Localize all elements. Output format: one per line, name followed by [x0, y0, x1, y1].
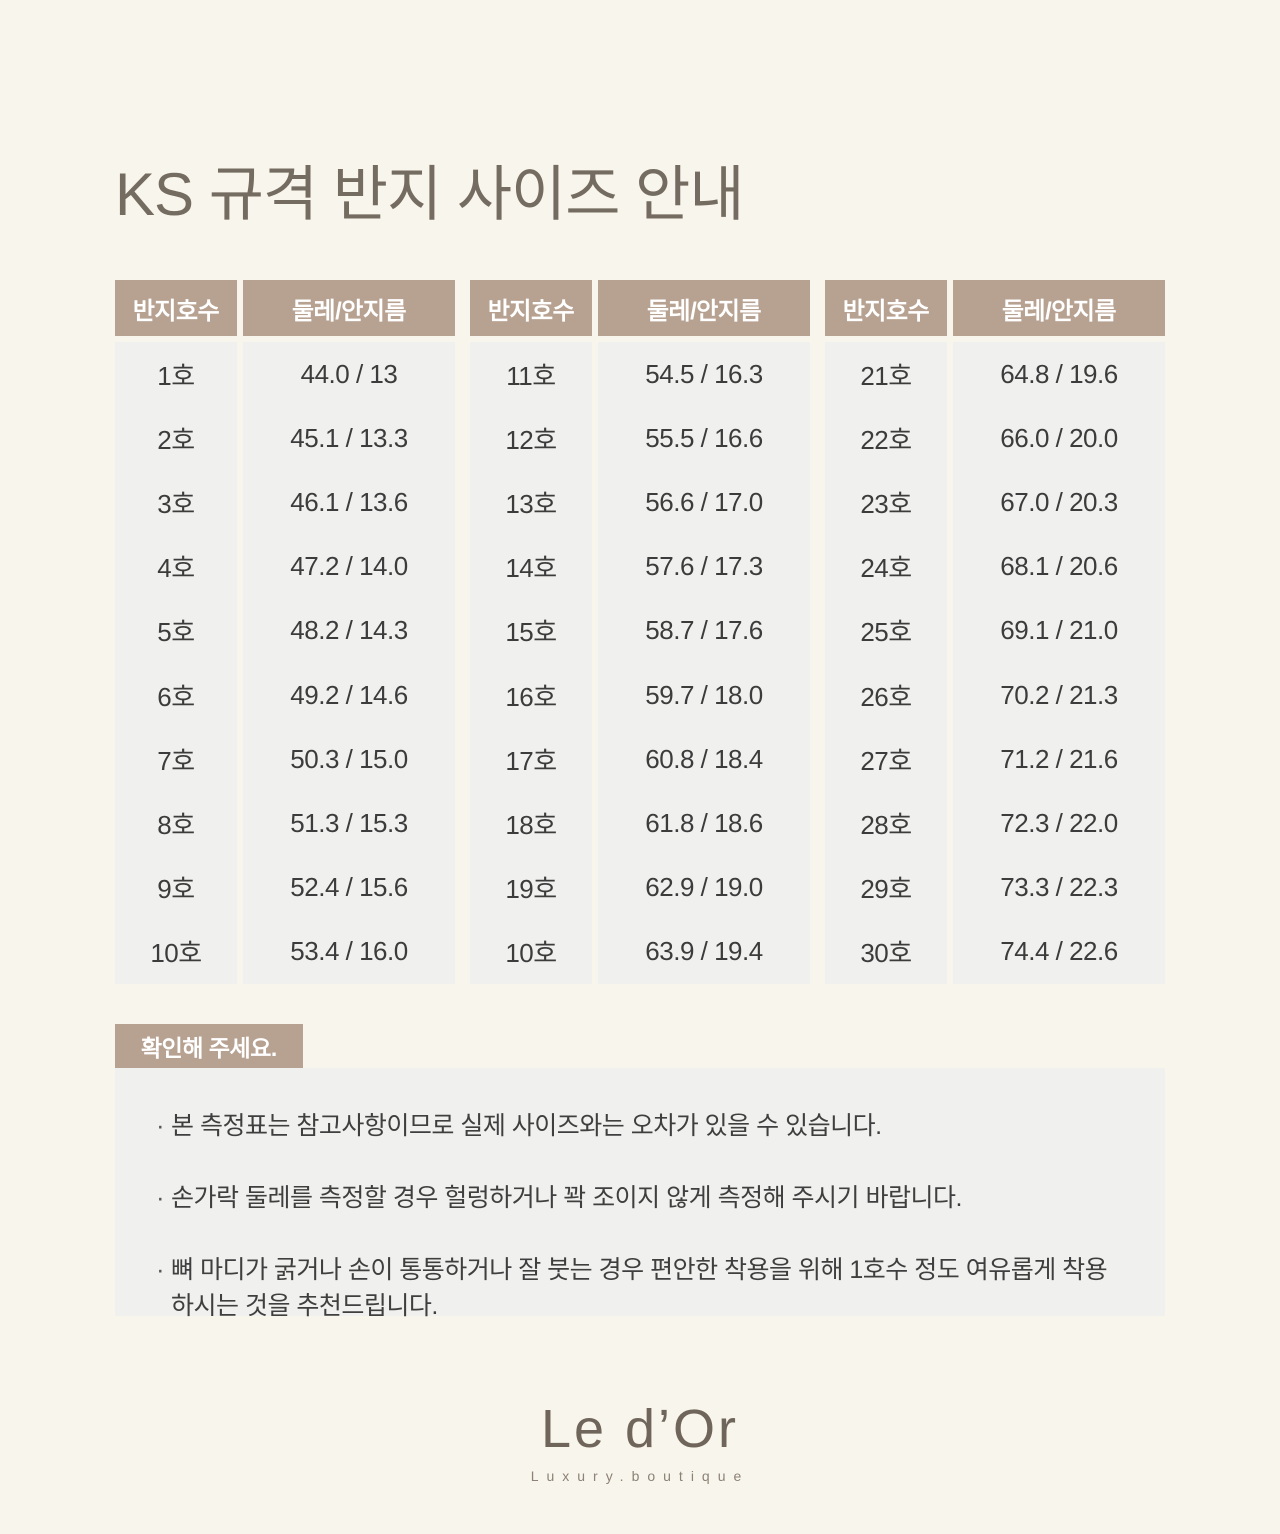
circumference-body: 64.8 / 19.6 66.0 / 20.0 67.0 / 20.3 68.1 / …	[953, 342, 1165, 984]
size-cell: 27호	[860, 745, 912, 776]
value-cell: 49.2 / 14.6	[290, 679, 408, 710]
value-cell: 56.6 / 17.0	[645, 487, 763, 517]
size-cell: 1호	[157, 360, 195, 391]
value-cell: 50.3 / 15.0	[290, 743, 408, 774]
ring-size-body: 21호 22호 23호 24호 25호 26호 27호 28호 29호 30호	[825, 342, 947, 984]
header-circumference: 둘레/안지름	[598, 280, 810, 336]
ring-size-column: 반지호수 11호 12호 13호 14호 15호 16호 17호 18호 19호 10호	[470, 280, 592, 984]
size-cell: 17호	[505, 745, 557, 776]
circumference-body: 44.0 / 13 45.1 / 13.3 46.1 / 13.6 47.2 / 14…	[243, 342, 455, 984]
value-cell: 62.9 / 19.0	[645, 872, 763, 903]
value-cell: 55.5 / 16.6	[645, 422, 763, 453]
header-circumference: 둘레/안지름	[953, 280, 1165, 336]
value-cell: 46.1 / 13.6	[290, 487, 408, 517]
ring-size-body: 11호 12호 13호 14호 15호 16호 17호 18호 19호 10호	[470, 342, 592, 984]
size-cell: 7호	[157, 745, 195, 776]
value-cell: 69.1 / 21.0	[1000, 615, 1118, 646]
brand-tagline: Luxury.boutique	[530, 1468, 750, 1484]
notice-box: · 본 측정표는 참고사항이므로 실제 사이즈와는 오차가 있을 수 있습니다.…	[115, 1068, 1165, 1320]
circumference-column: 둘레/안지름 64.8 / 19.6 66.0 / 20.0 67.0 / 20.3…	[953, 280, 1165, 984]
size-cell: 12호	[505, 424, 557, 455]
size-cell: 2호	[157, 424, 195, 455]
value-cell: 52.4 / 15.6	[290, 872, 408, 903]
header-ring-size: 반지호수	[470, 280, 592, 336]
size-cell: 4호	[157, 553, 195, 584]
notice-text: 본 측정표는 참고사항이므로 실제 사이즈와는 오차가 있을 수 있습니다.	[171, 1112, 882, 1140]
value-cell: 64.8 / 19.6	[1000, 358, 1118, 389]
circumference-body: 54.5 / 16.3 55.5 / 16.6 56.6 / 17.0 57.6 / …	[598, 342, 810, 984]
ring-size-column: 반지호수 1호 2호 3호 4호 5호 6호 7호 8호 9호 10호	[115, 280, 237, 984]
notice-label: 확인해 주세요.	[115, 1024, 303, 1068]
size-cell: 11호	[506, 360, 556, 391]
size-table-3: 반지호수 21호 22호 23호 24호 25호 26호 27호 28호 29호 30호 둘레/안…	[825, 280, 1165, 984]
size-cell: 21호	[860, 360, 912, 391]
size-cell: 26호	[860, 681, 912, 712]
size-cell: 23호	[860, 489, 912, 519]
value-cell: 47.2 / 14.0	[290, 551, 408, 582]
size-tables: 반지호수 1호 2호 3호 4호 5호 6호 7호 8호 9호 10호 둘레/안지름 44.0 /…	[115, 280, 1165, 984]
brand-logo: Le d’Or	[540, 1399, 740, 1459]
size-cell: 9호	[157, 874, 195, 905]
size-cell: 6호	[157, 681, 195, 712]
notice-item: · 손가락 둘레를 측정할 경우 헐렁하거나 꽉 조이지 않게 측정해 주시기 …	[149, 1180, 1125, 1216]
value-cell: 63.9 / 19.4	[645, 936, 763, 967]
notice-item: · 뼈 마디가 굵거나 손이 통통하거나 잘 붓는 경우 편안한 착용을 위해 …	[149, 1252, 1125, 1324]
size-cell: 13호	[505, 489, 557, 519]
size-table-2: 반지호수 11호 12호 13호 14호 15호 16호 17호 18호 19호 10호 둘레/안…	[470, 280, 810, 984]
size-table-1: 반지호수 1호 2호 3호 4호 5호 6호 7호 8호 9호 10호 둘레/안지름 44.0 /…	[115, 280, 455, 984]
size-cell: 10호	[150, 938, 202, 969]
bullet-icon: ·	[156, 1112, 164, 1140]
value-cell: 57.6 / 17.3	[645, 551, 763, 582]
value-cell: 58.7 / 17.6	[645, 615, 763, 646]
value-cell: 59.7 / 18.0	[645, 679, 763, 710]
value-cell: 45.1 / 13.3	[290, 422, 408, 453]
page-title: KS 규격 반지 사이즈 안내	[115, 161, 745, 228]
circumference-column: 둘레/안지름 54.5 / 16.3 55.5 / 16.6 56.6 / 17.0…	[598, 280, 810, 984]
notice-text: 손가락 둘레를 측정할 경우 헐렁하거나 꽉 조이지 않게 측정해 주시기 바랍…	[171, 1184, 962, 1212]
value-cell: 61.8 / 18.6	[645, 808, 763, 839]
value-cell: 74.4 / 22.6	[1000, 936, 1118, 967]
value-cell: 72.3 / 22.0	[1000, 808, 1118, 839]
value-cell: 67.0 / 20.3	[1000, 487, 1118, 517]
value-cell: 44.0 / 13	[300, 358, 398, 389]
size-cell: 14호	[505, 553, 557, 584]
size-cell: 10호	[505, 938, 557, 969]
size-cell: 29호	[860, 874, 912, 905]
value-cell: 70.2 / 21.3	[1000, 679, 1118, 710]
size-cell: 28호	[860, 810, 912, 841]
brand-footer: Le d’Or Luxury.boutique	[0, 1398, 1280, 1484]
bullet-icon: ·	[156, 1256, 164, 1284]
value-cell: 68.1 / 20.6	[1000, 551, 1118, 582]
value-cell: 60.8 / 18.4	[645, 743, 763, 774]
size-cell: 15호	[505, 617, 557, 648]
bullet-icon: ·	[156, 1184, 164, 1212]
value-cell: 51.3 / 15.3	[290, 808, 408, 839]
value-cell: 73.3 / 22.3	[1000, 872, 1118, 903]
value-cell: 48.2 / 14.3	[290, 615, 408, 646]
value-cell: 71.2 / 21.6	[1000, 743, 1118, 774]
size-cell: 25호	[860, 617, 912, 648]
size-cell: 30호	[860, 938, 912, 969]
value-cell: 54.5 / 16.3	[645, 358, 763, 389]
value-cell: 53.4 / 16.0	[290, 936, 408, 967]
ring-size-body: 1호 2호 3호 4호 5호 6호 7호 8호 9호 10호	[115, 342, 237, 984]
size-cell: 8호	[157, 810, 195, 841]
notice-text: 뼈 마디가 굵거나 손이 통통하거나 잘 붓는 경우 편안한 착용을 위해 1호…	[171, 1256, 1108, 1320]
header-circumference: 둘레/안지름	[243, 280, 455, 336]
size-cell: 19호	[505, 874, 557, 905]
value-cell: 66.0 / 20.0	[1000, 422, 1118, 453]
size-cell: 22호	[860, 424, 912, 455]
header-ring-size: 반지호수	[115, 280, 237, 336]
size-cell: 3호	[157, 489, 195, 519]
header-ring-size: 반지호수	[825, 280, 947, 336]
size-cell: 5호	[157, 617, 195, 648]
ring-size-column: 반지호수 21호 22호 23호 24호 25호 26호 27호 28호 29호 30호	[825, 280, 947, 984]
notice-item: · 본 측정표는 참고사항이므로 실제 사이즈와는 오차가 있을 수 있습니다.	[149, 1108, 1125, 1144]
size-cell: 18호	[505, 810, 557, 841]
size-cell: 16호	[505, 681, 557, 712]
size-cell: 24호	[860, 553, 912, 584]
circumference-column: 둘레/안지름 44.0 / 13 45.1 / 13.3 46.1 / 13.6 47…	[243, 280, 455, 984]
